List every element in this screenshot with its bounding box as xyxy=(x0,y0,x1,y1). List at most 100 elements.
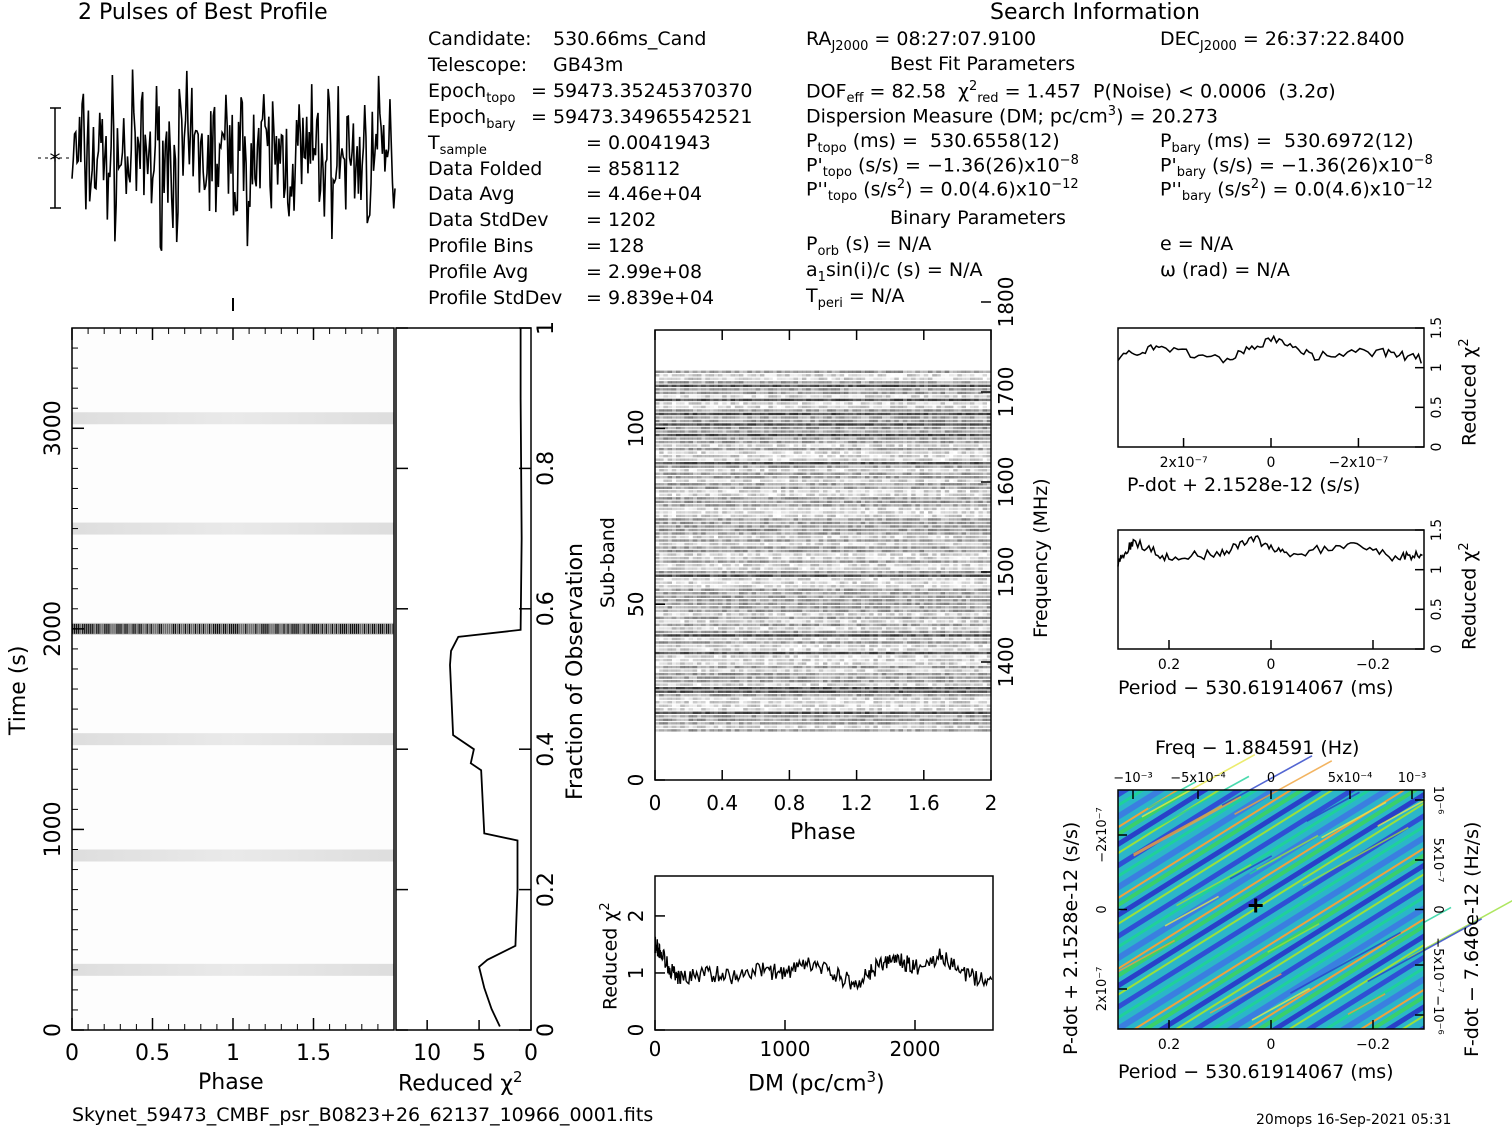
subband-cell xyxy=(974,676,979,679)
subband-cell xyxy=(970,588,975,591)
subband-cell xyxy=(802,556,807,560)
subband-cell xyxy=(873,620,878,623)
subband-cell xyxy=(709,613,714,616)
subband-cell xyxy=(659,570,664,574)
subband-cell xyxy=(667,651,672,655)
subband-cell xyxy=(940,563,945,567)
subband-cell xyxy=(701,658,706,662)
subband-cell xyxy=(831,595,836,598)
subband-cell xyxy=(667,718,672,722)
subband-cell xyxy=(890,553,895,556)
subband-cell xyxy=(676,525,681,528)
subband-cell xyxy=(932,637,937,641)
subband-cell xyxy=(676,686,681,690)
subband-cell xyxy=(986,655,992,658)
subband-cell xyxy=(890,658,895,662)
subband-cell xyxy=(974,578,979,581)
subband-cell xyxy=(781,549,786,553)
subband-cell xyxy=(907,648,912,651)
subband-cell xyxy=(928,651,933,655)
subband-cell xyxy=(932,595,937,598)
time-band-dot xyxy=(146,623,148,634)
subband-cell xyxy=(806,627,811,630)
time-band-dot xyxy=(325,623,327,634)
subband-cell xyxy=(873,704,878,707)
subband-cell xyxy=(776,556,782,560)
subband-cell xyxy=(776,585,782,588)
subband-cell xyxy=(814,549,819,553)
subband-cell xyxy=(894,546,899,549)
subband-cell xyxy=(877,616,882,620)
subband-cell xyxy=(671,697,677,700)
subband-cell xyxy=(970,697,975,700)
subband-cell xyxy=(865,641,870,644)
subband-cell xyxy=(701,725,706,729)
subband-cell xyxy=(823,581,828,584)
subband-cell xyxy=(961,676,966,679)
subband-cell xyxy=(797,679,803,683)
subband-cell xyxy=(915,630,920,634)
best-fit-title: Best Fit Parameters xyxy=(890,53,1076,75)
subband-cell xyxy=(949,602,954,606)
subband-cell xyxy=(974,553,979,556)
subband-cell xyxy=(701,651,706,655)
subband-cell xyxy=(663,630,668,634)
subband-cell xyxy=(671,616,677,620)
subband-cell xyxy=(739,665,744,669)
subband-cell xyxy=(902,662,908,665)
time-band-dot xyxy=(110,623,112,634)
subband-cell xyxy=(781,669,786,672)
subband-cell xyxy=(730,539,735,542)
subband-cell xyxy=(949,539,954,542)
subband-cell xyxy=(781,662,786,665)
subband-cell xyxy=(869,637,874,641)
subband-cell xyxy=(760,711,765,715)
subband-cell xyxy=(776,620,782,623)
subband-cell xyxy=(911,665,916,669)
subband-cell xyxy=(877,627,882,630)
subband-cell xyxy=(940,592,945,595)
time-band-dot xyxy=(383,623,386,634)
time-band-dot xyxy=(347,623,350,634)
subband-cell xyxy=(848,729,853,732)
ra-value: RAJ2000 = 08:27:07.9100 xyxy=(806,28,1037,54)
subband-cell xyxy=(877,574,882,577)
subband-cell xyxy=(848,620,853,623)
subband-cell xyxy=(881,627,887,630)
subband-cell xyxy=(823,595,828,598)
subband-cell xyxy=(961,542,966,546)
time-band-dot xyxy=(188,623,191,634)
subband-cell xyxy=(815,648,819,650)
subband-cell xyxy=(919,588,924,591)
subband-cell xyxy=(915,557,919,559)
subband-cell xyxy=(797,578,803,581)
subband-cell xyxy=(768,578,773,581)
subband-cell xyxy=(705,679,710,683)
subband-cell xyxy=(667,694,672,697)
subband-cell xyxy=(764,683,768,685)
subband-cell xyxy=(844,669,849,672)
subband-cell xyxy=(751,599,756,602)
subband-cell xyxy=(944,567,950,570)
subband-cell xyxy=(936,578,941,581)
x-tick-label: 5 xyxy=(472,1041,486,1066)
subband-cell xyxy=(831,715,836,718)
subband-cell xyxy=(907,701,912,704)
subband-cell xyxy=(940,715,945,718)
subband-cell xyxy=(785,549,790,553)
subband-cell xyxy=(713,525,719,528)
subband-cell xyxy=(970,606,975,609)
subband-cell xyxy=(730,542,735,546)
subband-cell xyxy=(797,634,803,637)
subband-cell xyxy=(671,553,677,556)
subband-cell xyxy=(944,616,950,620)
subband-cell xyxy=(907,630,912,634)
subband-cell xyxy=(898,553,903,556)
subband-cell xyxy=(953,725,958,729)
subband-cell xyxy=(655,546,660,549)
subband-cell xyxy=(911,697,916,700)
subband-cell xyxy=(898,686,903,690)
subband-cell xyxy=(768,701,773,704)
subband-cell xyxy=(739,616,744,620)
subband-cell xyxy=(974,672,979,676)
